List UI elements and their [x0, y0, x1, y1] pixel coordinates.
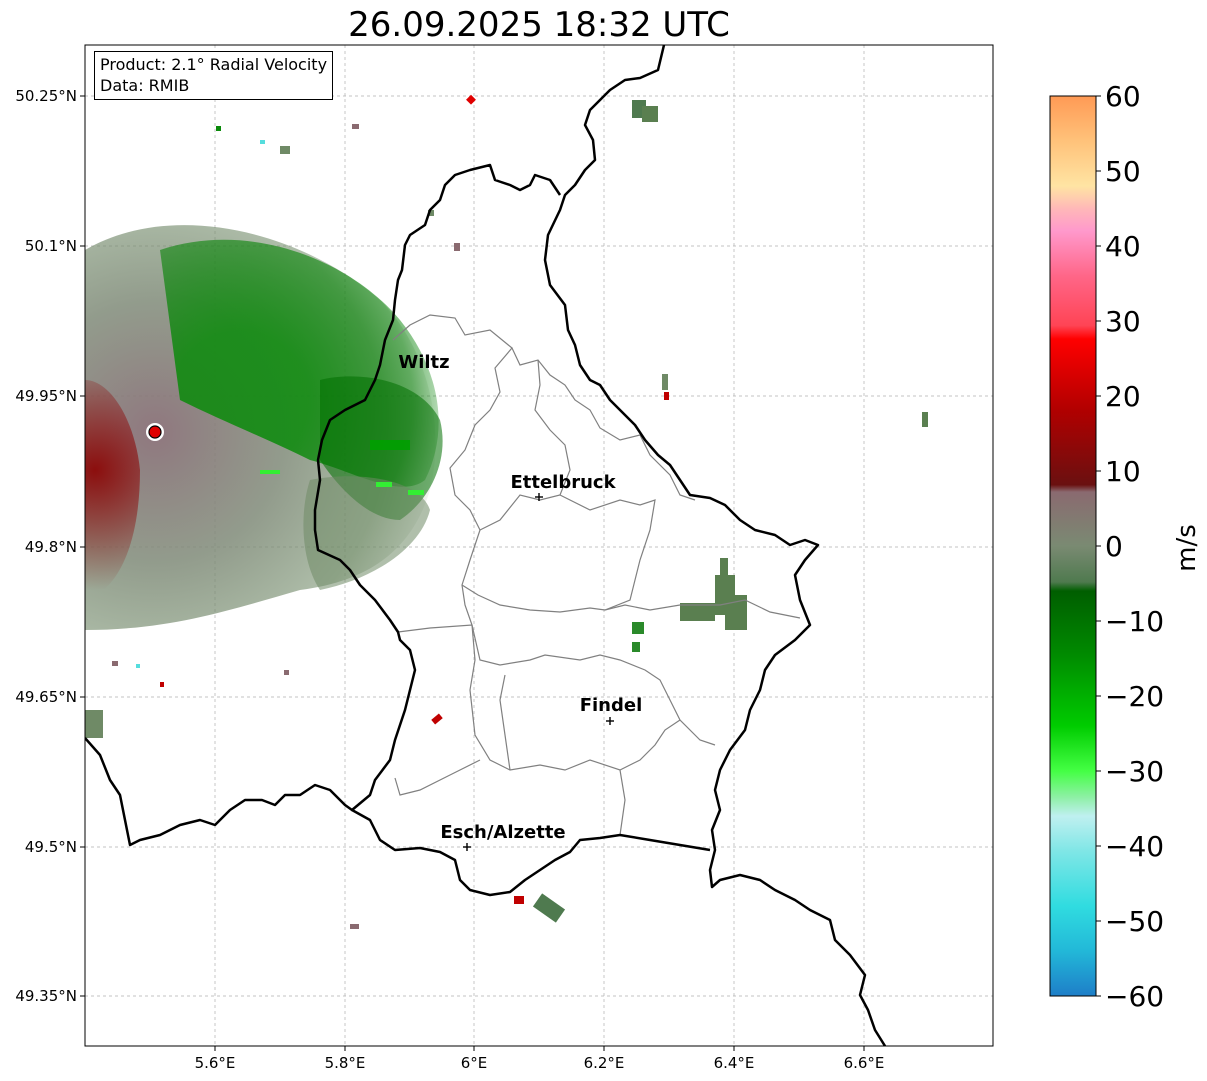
colorbar-tick: 60 [1105, 80, 1141, 113]
lon-tick: 6.2°E [584, 1054, 625, 1072]
map-title: 26.09.2025 18:32 UTC [348, 5, 730, 45]
lat-tick: 50.1°N [25, 237, 77, 255]
colorbar-tick: 10 [1105, 455, 1141, 488]
lon-tick: 6.6°E [844, 1054, 885, 1072]
city-markers [463, 493, 614, 851]
city-labels: Wiltz Ettelbruck Findel Esch/Alzette [398, 352, 642, 843]
lat-tick: 49.65°N [15, 688, 77, 706]
lat-tick: 49.35°N [15, 987, 77, 1005]
colorbar-tick: −10 [1105, 605, 1164, 638]
colorbar-tick: 30 [1105, 305, 1141, 338]
city-label-findel: Findel [580, 695, 643, 716]
city-marker-findel [606, 717, 614, 725]
radar-echo-field [85, 225, 443, 630]
radar-site-marker [146, 423, 164, 441]
product-label: Product: 2.1° Radial Velocity [100, 55, 328, 74]
lon-tick: 6.4°E [714, 1054, 755, 1072]
lon-tick: 6°E [461, 1054, 488, 1072]
colorbar-tick: −30 [1105, 755, 1164, 788]
city-label-wiltz: Wiltz [398, 352, 449, 373]
colorbar-tick: −20 [1105, 680, 1164, 713]
colorbar-tick: −40 [1105, 830, 1164, 863]
city-marker-esch [463, 843, 471, 851]
colorbar-tick: 20 [1105, 380, 1141, 413]
lon-tick-labels: 5.6°E 5.8°E 6°E 6.2°E 6.4°E 6.6°E [195, 1054, 885, 1072]
colorbar-tick: 40 [1105, 230, 1141, 263]
country-borders [85, 45, 887, 1046]
colorbar-tick: −50 [1105, 905, 1164, 938]
lat-tick-labels: 50.25°N 50.1°N 49.95°N 49.8°N 49.65°N 49… [15, 87, 77, 1005]
data-source-label: Data: RMIB [100, 76, 190, 95]
product-info-box: Product: 2.1° Radial Velocity Data: RMIB [94, 51, 334, 100]
city-marker-ettelbruck [535, 493, 543, 501]
lat-tick: 50.25°N [15, 87, 77, 105]
colorbar-label: m/s [1172, 524, 1202, 572]
lat-tick: 49.8°N [25, 538, 77, 556]
city-label-esch: Esch/Alzette [440, 822, 565, 843]
lon-tick: 5.8°E [325, 1054, 366, 1072]
radar-pixels [85, 94, 928, 929]
colorbar: 60 50 40 30 20 10 0 −10 −20 −30 −40 −50 … [1049, 80, 1202, 1013]
city-label-ettelbruck: Ettelbruck [510, 472, 616, 493]
lat-tick: 49.5°N [25, 838, 77, 856]
plot-border [84, 44, 994, 1047]
canton-boundaries [392, 314, 801, 836]
lat-tick: 49.95°N [15, 387, 77, 405]
lon-tick: 5.6°E [195, 1054, 236, 1072]
colorbar-tick: −60 [1105, 980, 1164, 1013]
colorbar-tick: 0 [1105, 530, 1123, 563]
colorbar-tick: 50 [1105, 155, 1141, 188]
colorbar-gradient [1049, 95, 1097, 997]
